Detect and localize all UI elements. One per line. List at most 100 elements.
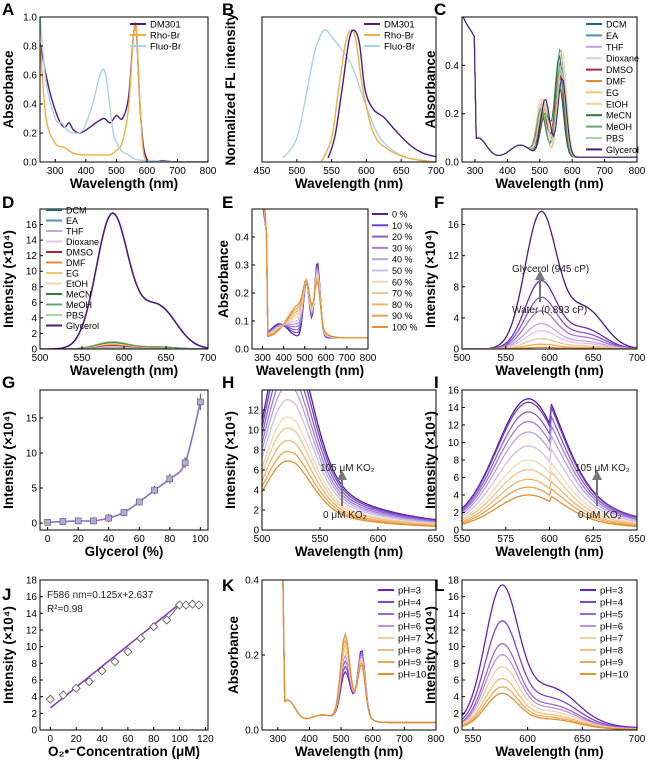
- x-tick-label: 700: [629, 734, 646, 745]
- data-point: [90, 517, 97, 525]
- y-tick-label: 0.0: [23, 158, 37, 169]
- legend-k-entry: pH=8: [398, 646, 421, 657]
- x-axis-label: O₂•⁻Concentration (μM): [48, 744, 200, 759]
- y-tick-label: 0: [31, 519, 37, 530]
- legend-c-entry: Dioxane: [606, 54, 639, 64]
- axes-frame-a: [39, 16, 209, 163]
- y-tick-label: 2: [453, 709, 459, 720]
- y-tick-label: 14: [26, 609, 38, 620]
- axes-frame-j: [39, 579, 209, 731]
- x-tick-label: 650: [428, 534, 445, 545]
- trend-arrow-head: [592, 470, 602, 480]
- legend-d-entry: PBS: [66, 311, 84, 321]
- x-tick-label: 700: [596, 166, 613, 177]
- x-tick-label: 600: [358, 166, 375, 177]
- data-point: [181, 459, 189, 467]
- plot-area-h: [262, 390, 436, 528]
- series-line-ko2-8: [262, 439, 436, 526]
- x-tick-label: 120: [197, 734, 214, 745]
- x-tick-label: 650: [574, 734, 591, 745]
- y-tick-label: 0.0: [245, 726, 259, 737]
- panel-label-c: C: [434, 0, 447, 19]
- y-tick-label: 0.4: [245, 576, 259, 587]
- x-tick-label: 400: [275, 353, 292, 364]
- x-axis-label: Wavelength (nm): [495, 176, 603, 191]
- y-tick-label: 16: [26, 220, 38, 231]
- legend-c-entry: EtOH: [606, 99, 628, 109]
- axes-frame-c: [461, 16, 638, 163]
- x-axis-label: Wavelength (nm): [256, 363, 364, 378]
- legend-c-entry: THF: [606, 42, 624, 52]
- y-axis-label: Normalized FL intensity: [223, 13, 238, 166]
- legend-c-entry: EA: [606, 31, 618, 41]
- x-tick-label: 500: [454, 353, 471, 364]
- legend-d-entry: Glycerol: [66, 321, 99, 331]
- y-tick-label: 0.6: [23, 71, 37, 82]
- plot-area-f: [462, 210, 637, 349]
- series-line-ko2-6: [262, 416, 436, 525]
- x-axis-label: Wavelength (nm): [495, 744, 603, 759]
- series-line-ko2-7: [262, 427, 436, 526]
- legend-a-entry: DM301: [150, 20, 181, 31]
- x-tick-label: 300: [467, 166, 484, 177]
- legend-k-entry: pH=10: [398, 670, 426, 681]
- data-point: [187, 599, 198, 609]
- x-tick-label: 300: [269, 734, 286, 745]
- legend-d-entry: MeOH: [66, 300, 92, 310]
- y-tick-label: 0.8: [23, 42, 37, 53]
- annotation-i-0: 0 μM KO₂: [578, 510, 622, 521]
- y-axis-label: Absorbance: [423, 50, 438, 129]
- y-tick-label: 8: [31, 659, 37, 670]
- x-tick-label: 650: [158, 353, 175, 364]
- series-line-ph-7: [282, 580, 436, 724]
- legend-c-entry: DMF: [606, 77, 626, 87]
- series-line-ko2-0: [262, 390, 436, 521]
- y-tick-label: 4: [31, 313, 37, 324]
- legend-d-entry: Dioxane: [66, 237, 99, 247]
- legend-b-entry: Rho-Br: [384, 31, 414, 42]
- y-tick-label: 2: [31, 329, 37, 340]
- y-tick-label: 8: [453, 456, 459, 467]
- legend-k-entry: pH=7: [398, 634, 421, 645]
- legend-b-entry: DM301: [384, 20, 415, 31]
- axes-frame-f: [461, 208, 638, 350]
- series-line-ko2-2: [262, 390, 436, 522]
- y-axis-label: Intensity (×10⁴): [423, 606, 438, 704]
- x-tick-label: 800: [629, 166, 646, 177]
- x-tick-label: 650: [585, 353, 602, 364]
- legend-c-entry: PBS: [606, 134, 624, 144]
- data-point: [105, 514, 113, 522]
- x-tick-label: 500: [333, 734, 350, 745]
- y-axis-label: Intensity (×10⁴): [1, 411, 16, 509]
- x-tick-label: 20: [71, 734, 83, 745]
- x-tick-label: 600: [317, 353, 334, 364]
- y-tick-label: 0: [31, 726, 37, 737]
- legend-c-entry: MeCN: [606, 111, 632, 121]
- y-tick-label: 12: [26, 626, 38, 637]
- series-line-viscosity-0: [462, 210, 637, 349]
- legend-d-entry: DMF: [66, 258, 86, 268]
- legend-e-entry: 20 %: [392, 232, 413, 242]
- x-tick-label: 600: [519, 734, 536, 745]
- panel-label-a: A: [2, 0, 15, 19]
- series-line-glycerol: [40, 212, 208, 349]
- axes-frame-l: [461, 579, 638, 731]
- y-tick-label: 6: [31, 298, 37, 309]
- fit-equation: F586 nm=0.125x+2.637: [47, 590, 154, 601]
- series-line-ko2-7: [462, 468, 637, 525]
- x-tick-label: 500: [296, 353, 313, 364]
- y-tick-label: 8: [253, 446, 259, 457]
- series-line-ko2-9: [462, 486, 637, 527]
- x-tick-label: 700: [339, 353, 356, 364]
- data-point: [59, 518, 67, 525]
- annotation-i-105: 105 μM KO₂: [575, 463, 630, 474]
- series-line-ko2-8: [462, 478, 637, 526]
- series-line-ko2-10: [262, 460, 436, 528]
- y-tick-label: 0: [453, 726, 459, 737]
- data-point: [136, 633, 146, 643]
- y-tick-label: 6: [31, 676, 37, 687]
- x-tick-label: 60: [134, 534, 146, 545]
- y-tick-label: 15: [26, 414, 38, 425]
